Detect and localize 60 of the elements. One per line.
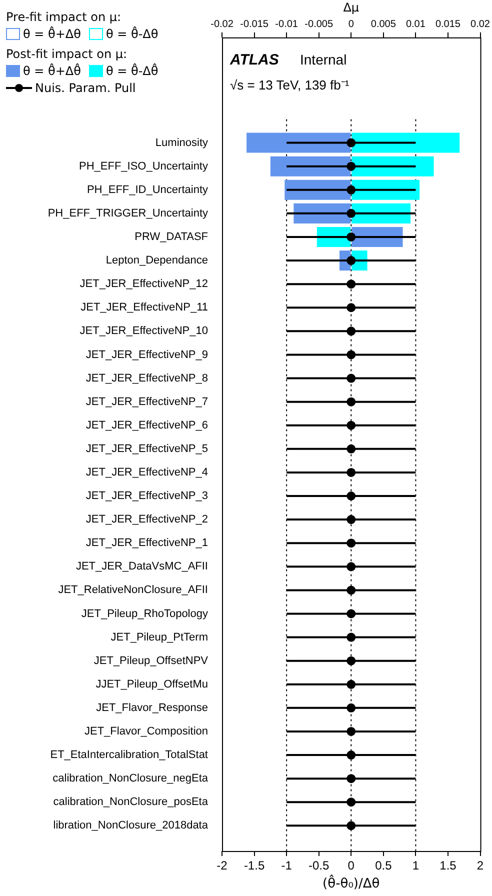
text: Internal	[300, 51, 347, 68]
x2-tick-label: -0.015	[240, 19, 269, 30]
y-tick-label: PRW_DATASF	[134, 231, 208, 244]
y-tick-label: JET_JER_EffectiveNP_12	[80, 278, 208, 290]
x2-tick-label: 0.02	[470, 19, 490, 30]
x-tick-label: -1	[281, 858, 292, 873]
x2-tick-label: 0.005	[370, 19, 396, 30]
legend-label: θ = θ̂+Δθ̂	[23, 64, 81, 78]
y-tick-label: JET_Pileup_OffsetNPV	[94, 654, 209, 667]
x2-tick-label: 0.01	[406, 19, 426, 30]
y-tick-label: JET_JER_EffectiveNP_7	[86, 396, 208, 408]
x2-tick-label: 0	[348, 19, 354, 30]
x2-axis-title: Δμ	[343, 0, 360, 14]
y-tick-label: JET_JER_EffectiveNP_8	[86, 372, 208, 384]
y-tick-label: Luminosity	[155, 136, 208, 149]
y-tick-label: JET_JER_EffectiveNP_9	[86, 348, 208, 361]
legend-label: θ = θ̂-Δθ̂	[106, 64, 158, 78]
y-tick-label: ET_EtaIntercalibration_TotalStat	[50, 749, 208, 762]
y-tick-label: PH_EFF_TRIGGER_Uncertainty	[48, 207, 208, 220]
x-tick-label: 1.5	[440, 858, 457, 873]
legend-label: Nuis. Param. Pull	[35, 81, 136, 95]
x2-tick-label: -0.005	[304, 19, 334, 30]
y-tick-label: JET_JER_EffectiveNP_10	[80, 325, 208, 338]
x-tick-label: -2	[216, 858, 228, 873]
text: Pre-fit impact on μ:	[6, 10, 122, 24]
y-tick-label: JET_Flavor_Response	[96, 702, 208, 714]
x-tick-label: 2	[476, 858, 484, 873]
y-tick-label: calibration_NonClosure_posEta	[53, 796, 209, 808]
y-tick-label: JET_Flavor_Composition	[84, 726, 208, 738]
y-tick-label: JET_JER_EffectiveNP_11	[80, 302, 208, 314]
legend-label: θ = θ̂-Δθ	[106, 27, 158, 41]
x-tick-label: 0	[348, 858, 355, 873]
y-tick-label: JET_Pileup_RhoTopology	[81, 608, 208, 620]
x-tick-label: 1	[412, 858, 420, 873]
y-tick-label: JET_JER_EffectiveNP_5	[86, 442, 208, 455]
text: Post-fit impact on μ:	[6, 47, 128, 61]
y-tick-label: calibration_NonClosure_negEta	[52, 772, 209, 785]
y-tick-label: libration_NonClosure_2018data	[53, 820, 209, 832]
y-tick-label: PH_EFF_ISO_Uncertainty	[79, 160, 208, 172]
y-tick-label: JJET_Pileup_OffsetMu	[96, 678, 208, 690]
y-tick-label: JET_JER_EffectiveNP_4	[86, 466, 208, 478]
y-tick-label: JET_JER_EffectiveNP_1	[86, 537, 208, 550]
y-tick-label: JET_JER_DataVsMC_AFII	[76, 560, 208, 573]
x-tick-label: -0.5	[308, 858, 330, 873]
y-tick-label: JET_JER_EffectiveNP_3	[86, 490, 208, 502]
x-tick-label: 0.5	[375, 858, 392, 873]
y-tick-label: JET_RelativeNonClosure_AFII	[58, 584, 208, 596]
x2-tick-label: 0.015	[435, 19, 461, 30]
y-tick-label: Lepton_Dependance	[106, 254, 208, 267]
text: √s = 13 TeV, 139 fb⁻¹	[230, 77, 350, 92]
y-tick-label: JET_JER_EffectiveNP_2	[86, 514, 208, 526]
legend-label: θ = θ̂+Δθ	[23, 27, 81, 41]
y-tick-label: JET_JER_EffectiveNP_6	[86, 419, 208, 432]
x2-tick-label: -0.01	[275, 19, 298, 30]
x2-tick-label: -0.02	[210, 19, 234, 30]
x-tick-label: -1.5	[244, 858, 265, 873]
text: ATLAS	[229, 51, 279, 68]
y-tick-label: JET_Pileup_PtTerm	[110, 631, 208, 644]
x-axis-title: (θ̂-θ₀)/Δθ	[322, 874, 380, 892]
y-tick-label: PH_EFF_ID_Uncertainty	[86, 184, 208, 196]
